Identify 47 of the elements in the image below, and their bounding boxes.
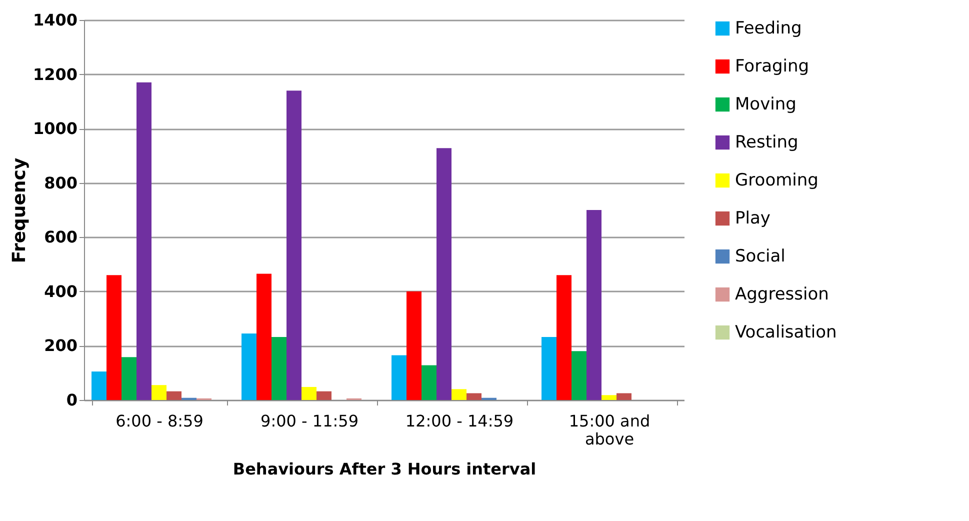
x-tick-label: 9:00 - 11:59 — [260, 412, 358, 430]
bar — [272, 337, 286, 400]
bar — [122, 357, 136, 400]
bar — [152, 385, 166, 400]
legend-label: Grooming — [735, 170, 818, 190]
bar — [242, 334, 256, 400]
bar — [422, 365, 436, 400]
bar — [616, 393, 632, 400]
y-tick-label: 0 — [66, 390, 78, 410]
y-tick-label: 1000 — [32, 119, 78, 138]
bar — [572, 351, 586, 400]
y-tick-label: 1200 — [32, 64, 78, 84]
y-tick-label: 600 — [44, 228, 78, 247]
bar — [406, 291, 422, 400]
bar — [542, 337, 556, 400]
bar — [556, 275, 572, 400]
bar — [256, 274, 272, 400]
x-tick-label: 6:00 - 8:59 — [116, 412, 204, 430]
legend-label: Foraging — [735, 56, 810, 76]
bar — [136, 82, 152, 400]
legend-label: Vocalisation — [735, 322, 837, 342]
y-axis-title: Frequency — [8, 158, 30, 264]
y-tick-label: 200 — [44, 336, 78, 356]
legend-label: Social — [735, 246, 786, 266]
y-tick-label: 800 — [44, 173, 78, 192]
legend-label: Feeding — [735, 18, 802, 38]
bar — [166, 391, 182, 400]
bar — [302, 386, 316, 400]
bar — [286, 90, 302, 400]
bar — [106, 275, 122, 400]
legend-label: Play — [735, 208, 770, 228]
x-tick-label: 12:00 - 14:59 — [405, 412, 514, 430]
y-tick-label: 1400 — [32, 10, 78, 30]
legend-label: Aggression — [735, 284, 829, 304]
bar — [602, 395, 616, 400]
legend-label: Moving — [735, 94, 796, 114]
x-axis-title: Behaviours After 3 Hours interval — [232, 460, 536, 478]
bar — [466, 393, 482, 400]
bar — [92, 372, 106, 400]
legend-label: Resting — [735, 132, 798, 152]
y-tick-label: 400 — [44, 282, 78, 301]
bar — [392, 355, 406, 400]
x-tick-label: 15:00 and above — [568, 412, 650, 448]
bar — [436, 148, 452, 400]
bar — [586, 210, 602, 400]
bar — [452, 389, 466, 400]
bar — [316, 391, 332, 400]
